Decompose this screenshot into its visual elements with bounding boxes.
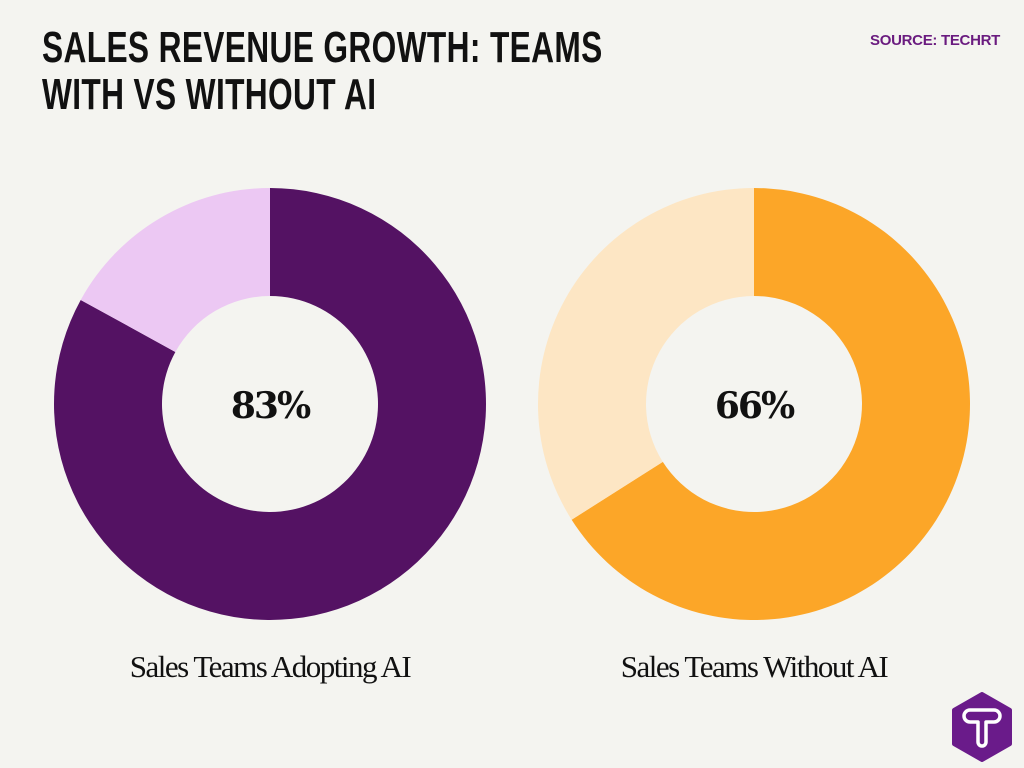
category-label-ai: Sales Teams Adopting AI (130, 649, 412, 684)
chart-title: SALES REVENUE GROWTH: TEAMS WITH VS WITH… (42, 23, 603, 119)
category-label-no-ai: Sales Teams Without AI (621, 649, 889, 684)
donut-chart-ai (53, 188, 486, 621)
donut-chart-no-ai (538, 188, 970, 620)
donut-slice-remainder (80, 188, 270, 352)
center-value-no-ai: 66% (715, 385, 795, 427)
techrt-logo-icon (952, 692, 1012, 762)
center-value-ai: 83% (231, 385, 311, 427)
source-label: SOURCE: TECHRT (870, 32, 1000, 49)
donut-slice-remainder (538, 188, 754, 520)
donut-slice-value (571, 188, 970, 620)
donut-slice-value (53, 188, 486, 621)
